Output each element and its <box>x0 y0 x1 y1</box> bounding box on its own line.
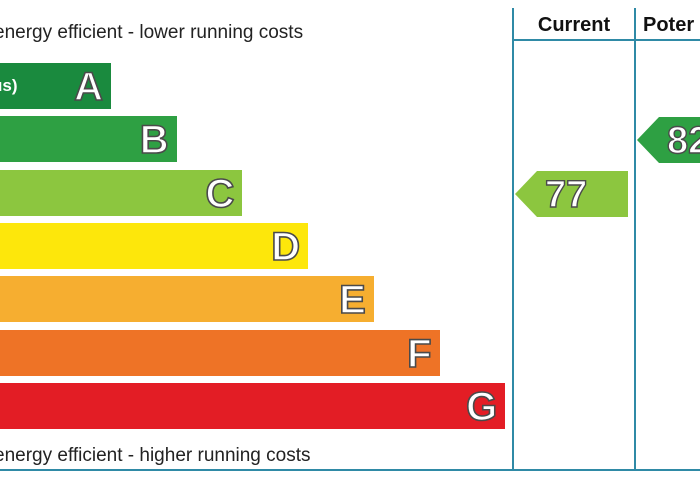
potential-column-divider <box>634 8 636 470</box>
current-column-header: Current <box>537 14 611 36</box>
band-f: )F <box>0 329 440 377</box>
band-g-letter: G <box>465 384 498 430</box>
band-a-range: us) <box>0 76 18 95</box>
potential-column-header: Poter <box>643 14 695 36</box>
potential-rating-arrow: 82 <box>637 117 700 164</box>
current-rating-value: 77 <box>544 173 588 216</box>
bottom-rule <box>0 469 700 471</box>
band-f-letter: F <box>406 331 432 377</box>
band-e-letter: E <box>338 277 366 323</box>
band-c: )C <box>0 169 243 217</box>
current-rating-shape <box>515 170 628 217</box>
potential-rating-shape <box>637 117 700 164</box>
current-column-divider <box>512 8 514 470</box>
bottom-caption: energy efficient - higher running costs <box>0 445 311 466</box>
band-g: G <box>0 382 506 430</box>
band-d: )D <box>0 222 309 270</box>
band-d-letter: D <box>270 224 301 270</box>
potential-rating-arrow-body <box>637 117 700 164</box>
current-rating-arrow-body <box>515 170 628 217</box>
band-a-letter: A <box>73 64 103 110</box>
band-a: us) A <box>0 63 111 110</box>
band-e: E <box>0 276 374 323</box>
top-caption: energy efficient - lower running costs <box>0 22 304 43</box>
header-rule <box>513 39 700 41</box>
band-c-letter: C <box>205 171 235 217</box>
current-rating-arrow: 77 <box>515 170 628 217</box>
band-b-letter: B <box>139 117 169 163</box>
band-b: )B <box>0 116 177 163</box>
potential-rating-value: 82 <box>666 120 700 163</box>
